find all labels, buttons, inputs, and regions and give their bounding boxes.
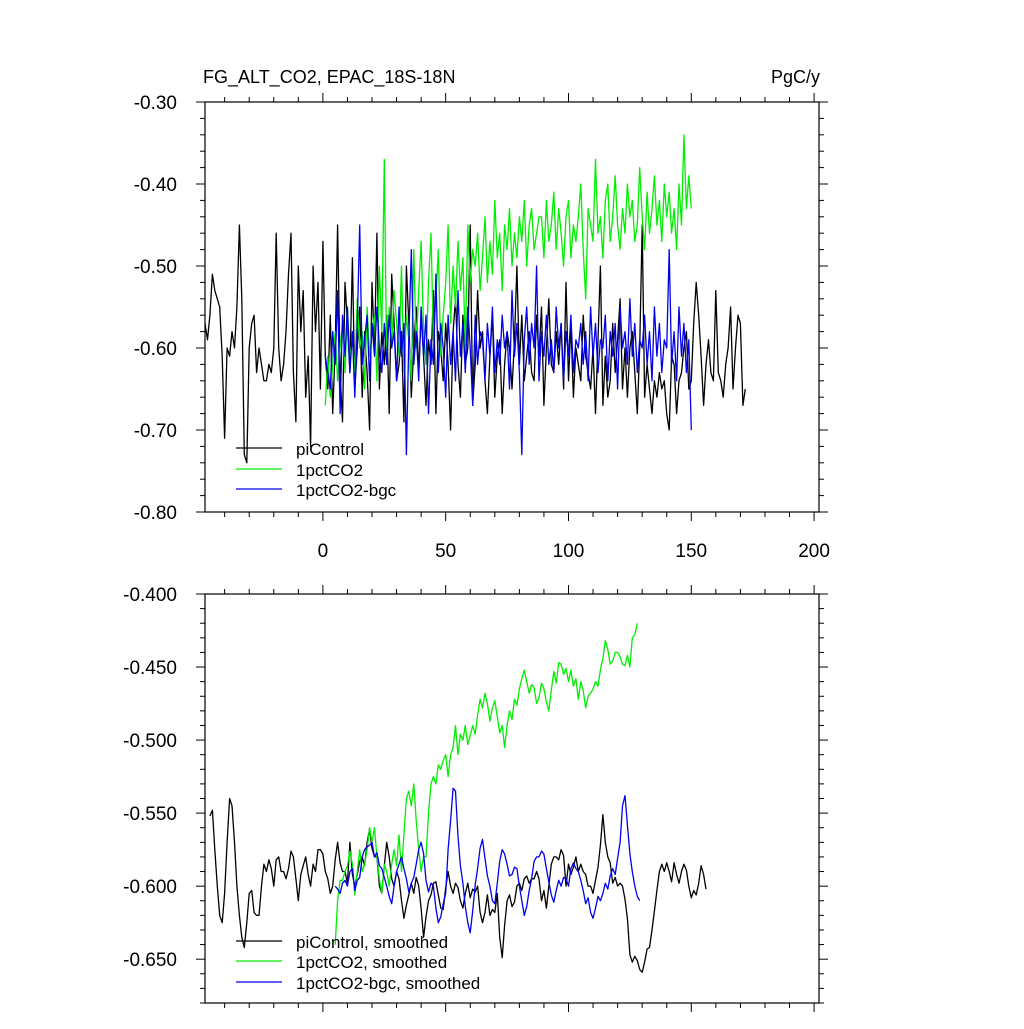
top-panel: -0.80 -0.70 -0.60 -0.50 -0.40 -0.30 0 50 100 150 2… (134, 93, 830, 562)
x-tick-label: 50 (435, 541, 456, 562)
y-tick-label: -0.80 (134, 503, 177, 524)
y-tick-label: -0.30 (134, 93, 177, 114)
y-tick-label: -0.50 (134, 257, 177, 278)
bottom-panel-legend: piControl, smoothed 1pctCO2, smoothed 1p… (236, 933, 480, 993)
legend-label-1pctco2-smoothed: 1pctCO2, smoothed (296, 953, 447, 972)
series-line-1pctco2-bgc-smoothed (334, 787, 641, 934)
x-tick-label: 0 (318, 541, 329, 562)
x-tick-label: 150 (675, 541, 707, 562)
y-tick-label: -0.400 (123, 585, 177, 606)
series-line-picontrol-smoothed (209, 797, 707, 973)
top-panel-ticks: -0.80 -0.70 -0.60 -0.50 -0.40 -0.30 0 50 100 150 2… (134, 93, 830, 562)
top-panel-frame (204, 101, 820, 513)
series-line-1pctco2-bgc (324, 224, 692, 456)
series-line-picontrol (204, 224, 746, 464)
bottom-panel-ticks: -0.650 -0.600 -0.550 -0.500 -0.450 -0.400 (123, 585, 828, 1012)
y-tick-label: -0.40 (134, 175, 177, 196)
chart-title: FG_ALT_CO2, EPAC_18S-18N (203, 67, 455, 88)
top-panel-legend: piControl 1pctCO2 1pctCO2-bgc (236, 440, 397, 500)
y-tick-label: -0.550 (123, 804, 177, 825)
y-tick-label: -0.500 (123, 731, 177, 752)
legend-label-picontrol: piControl (296, 440, 364, 459)
series-line-1pctco2-smoothed (334, 623, 638, 945)
series-line-1pctco2 (324, 134, 692, 406)
top-panel-series (204, 134, 746, 464)
bottom-panel: -0.650 -0.600 -0.550 -0.500 -0.450 -0.400 piC… (123, 585, 828, 1012)
legend-label-1pctco2-bgc: 1pctCO2-bgc (296, 481, 397, 500)
y-tick-label: -0.650 (123, 950, 177, 971)
y-tick-label: -0.70 (134, 421, 177, 442)
legend-label-picontrol-smoothed: piControl, smoothed (296, 933, 448, 952)
legend-label-1pctco2-bgc-smoothed: 1pctCO2-bgc, smoothed (296, 974, 480, 993)
units-label: PgC/y (771, 67, 820, 87)
legend-label-1pctco2: 1pctCO2 (296, 461, 363, 480)
x-tick-label: 200 (798, 541, 830, 562)
y-tick-label: -0.450 (123, 658, 177, 679)
y-tick-label: -0.60 (134, 339, 177, 360)
x-tick-label: 100 (553, 541, 585, 562)
y-tick-label: -0.600 (123, 877, 177, 898)
bottom-panel-series (209, 623, 707, 973)
